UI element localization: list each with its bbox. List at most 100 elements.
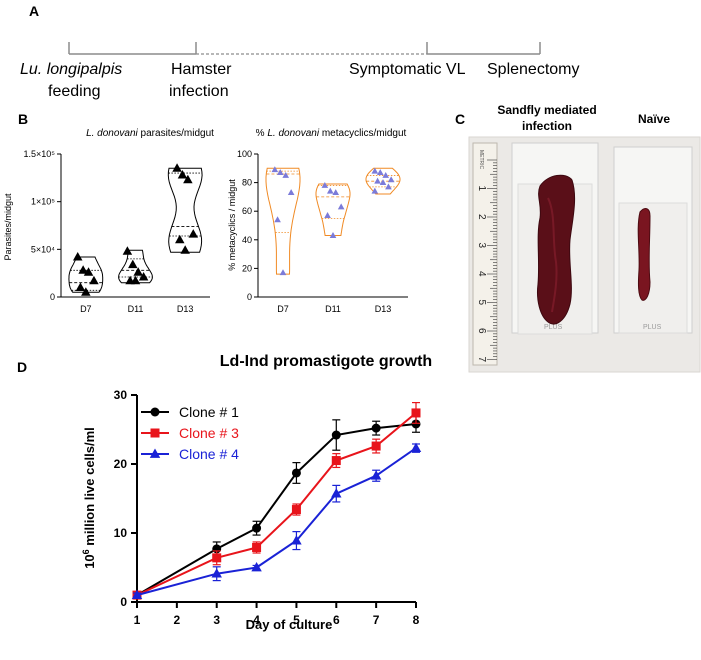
violin-D11 [118, 249, 153, 284]
data-point-square [291, 505, 301, 515]
data-point-triangle [211, 568, 222, 578]
data-point-D13 [376, 169, 384, 176]
photo-label-left-line1: Sandfly mediated [497, 103, 596, 117]
data-point-D7 [279, 269, 287, 276]
data-point-triangle [251, 562, 262, 572]
photo-label-right: Naïve [638, 112, 670, 126]
d-x-tick-label: 5 [293, 613, 300, 627]
data-point-D13 [177, 169, 188, 179]
ruler-number: 1 [476, 186, 487, 192]
d-y-tick-label: 10 [114, 526, 128, 540]
timeline-lu-label-line2: feeding [48, 83, 101, 100]
data-point-triangle [131, 589, 143, 599]
ruler-number: 4 [476, 271, 487, 277]
data-point-triangle [410, 442, 422, 452]
violin-D13 [167, 167, 203, 253]
ruler-number: 7 [476, 357, 487, 363]
ruler-brand: METRIC [478, 150, 484, 170]
timeline-splenectomy-label: Splenectomy [487, 61, 580, 78]
data-point-D13 [188, 229, 199, 238]
x-tick-label: D13 [177, 304, 194, 314]
d-x-tick-label: 1 [134, 613, 141, 627]
d-ylabel-sup: 6 [81, 549, 91, 554]
data-point-D7 [78, 265, 88, 274]
y-tick-label: 1.5×10⁵ [23, 149, 55, 159]
data-point-D7 [89, 275, 99, 285]
legend-label: Clone # 4 [179, 446, 239, 462]
legend-label: Clone # 3 [179, 425, 239, 441]
d-y-tick-label: 20 [114, 457, 128, 471]
data-point-circle [252, 523, 262, 533]
ruler-number: 2 [476, 214, 487, 220]
violin-D7 [265, 167, 301, 275]
data-point-D7 [271, 166, 279, 173]
b2-ylabel: % metacyclics / midgut [227, 179, 237, 271]
data-point-square [411, 408, 421, 418]
data-point-D7 [282, 171, 290, 178]
x-tick-label: D7 [80, 304, 92, 314]
d-x-tick-label: 3 [213, 613, 220, 627]
data-point-D13 [175, 234, 185, 244]
timeline-hamster-label-line1: Hamster [171, 61, 232, 78]
data-point-D7 [83, 267, 94, 276]
ruler-ticks: 1 2 3 4 5 6 7 [476, 159, 497, 363]
infected-spleen [537, 174, 576, 325]
data-point-triangle [291, 535, 302, 545]
slide-left-text: PLUS [544, 324, 563, 331]
d-ylabel-base: 10 [82, 554, 97, 568]
data-point-D11 [326, 187, 334, 194]
violin-D11 [315, 183, 351, 237]
data-point-D13 [374, 177, 381, 184]
y-tick-label: 0 [247, 292, 252, 302]
y-tick-label: 80 [242, 178, 252, 188]
panel-c-letter: C [455, 111, 465, 127]
ruler-number: 3 [476, 243, 487, 249]
data-point-D13 [385, 183, 392, 190]
data-point-D11 [128, 259, 138, 269]
data-point-square [212, 553, 222, 563]
d-y-tick-label: 0 [120, 595, 127, 609]
violin-D7 [68, 256, 104, 293]
data-point-D7 [276, 169, 284, 176]
y-tick-label: 1×10⁵ [31, 197, 55, 207]
d-x-tick-label: 6 [333, 613, 340, 627]
data-point-D7 [274, 216, 281, 223]
y-tick-label: 100 [237, 149, 252, 159]
photo-label-left-line2: infection [522, 119, 572, 133]
b1-title-rest: parasites/midgut [138, 128, 214, 139]
data-point-D13 [371, 187, 379, 194]
y-tick-label: 40 [242, 235, 252, 245]
b2-title-italic: L. donovani [267, 128, 319, 139]
data-point-D13 [180, 245, 190, 254]
data-point-square [252, 542, 262, 552]
slide-right-inner [618, 202, 688, 334]
data-point-D7 [72, 251, 83, 261]
data-point-D11 [122, 246, 133, 255]
data-point-D11 [324, 211, 331, 218]
y-tick-label: 5×10⁴ [31, 244, 55, 254]
d-plot: 0 10 20 30 1 2 3 4 5 6 7 8 [114, 388, 422, 627]
b2-title: % L. donovani metacyclics/midgut [256, 128, 407, 139]
ruler-number: 5 [476, 300, 487, 306]
data-point-D13 [387, 176, 395, 183]
timeline-symptomatic-label: Symptomatic VL [349, 61, 466, 78]
d-x-tick-label: 2 [174, 613, 181, 627]
data-point-D13 [371, 167, 379, 174]
legend-marker-triangle [149, 448, 161, 458]
d-y-tick-label: 30 [114, 388, 128, 402]
b2-plot: 0 20 40 60 80 100 D7 D11 D13 [237, 149, 408, 314]
timeline [68, 42, 541, 55]
infected-spleen-highlight [547, 197, 558, 313]
legend-marker-circle [150, 407, 160, 417]
data-point-D13 [183, 174, 193, 184]
data-point-D11 [133, 267, 143, 276]
b1-title: L. donovani parasites/midgut [86, 128, 214, 139]
d-ylabel-rest: million live cells/ml [82, 427, 97, 549]
panel-a-letter: A [29, 3, 39, 19]
x-tick-label: D11 [325, 304, 341, 314]
d-xlabel: Day of culture [246, 617, 333, 632]
b1-ylabel: Parasites/midgut [3, 193, 13, 261]
d-x-tick-label: 4 [253, 613, 260, 627]
y-tick-label: 0 [50, 292, 55, 302]
